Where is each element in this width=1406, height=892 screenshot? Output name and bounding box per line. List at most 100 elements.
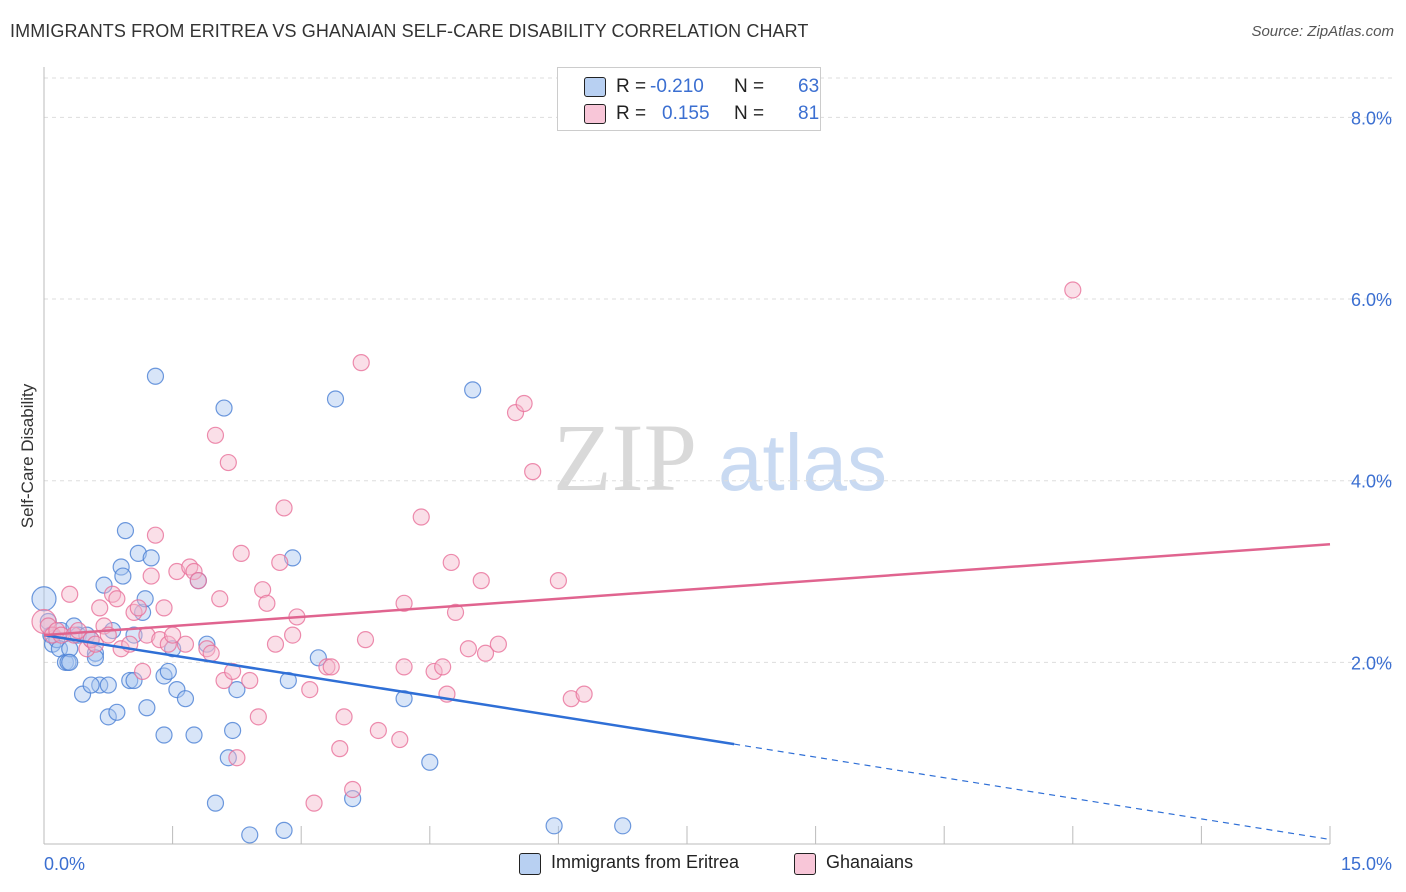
eritrea-point xyxy=(344,789,362,808)
ghanaian-point xyxy=(442,553,460,572)
legend-r-value: 0.155 xyxy=(662,103,710,124)
eritrea-point xyxy=(198,635,216,653)
eritrea-point xyxy=(275,821,293,839)
ghanaian-point xyxy=(301,680,319,699)
ghanaian-point xyxy=(344,780,362,799)
source-credit: Source: ZipAtlas.com xyxy=(1251,23,1394,40)
eritrea-point xyxy=(82,676,100,694)
ghanaian-point xyxy=(91,599,109,617)
eritrea-point xyxy=(125,626,143,644)
ghanaian-point xyxy=(331,740,349,758)
ghanaian-point xyxy=(472,572,490,590)
legend-swatch-blue xyxy=(584,77,606,97)
eritrea-point xyxy=(61,653,79,671)
eritrea-point xyxy=(99,676,117,694)
legend-r-label: R = xyxy=(616,76,647,97)
y-tick-label: 8.0% xyxy=(1351,108,1392,128)
ghanaian-trend-line xyxy=(43,543,1331,637)
ghanaian-point xyxy=(275,499,293,517)
eritrea-point xyxy=(95,576,113,594)
eritrea-point xyxy=(241,826,259,844)
eritrea-point xyxy=(138,699,156,717)
ghanaian-point xyxy=(155,599,173,617)
ghanaian-point xyxy=(176,635,195,653)
eritrea-point xyxy=(155,726,173,744)
y-tick-label: 6.0% xyxy=(1351,290,1392,310)
eritrea-point xyxy=(159,662,177,681)
legend-n-value: 81 xyxy=(798,103,820,124)
eritrea-point xyxy=(116,522,135,540)
ghanaian-point xyxy=(69,621,87,640)
ghanaian-point xyxy=(489,635,507,653)
ghanaian-point xyxy=(322,658,340,676)
eritrea-point xyxy=(545,817,563,835)
eritrea-point xyxy=(326,390,345,408)
ghanaian-point xyxy=(356,631,375,649)
legend-swatch-pink xyxy=(584,104,606,124)
eritrea-point xyxy=(185,726,203,744)
ghanaian-point xyxy=(228,749,246,767)
eritrea-point xyxy=(168,680,186,699)
ghanaian-point xyxy=(142,567,160,585)
ghanaian-point xyxy=(476,644,495,662)
ghanaian-point xyxy=(189,572,207,590)
ghanaian-point xyxy=(271,553,289,572)
watermark-atlas: atlas xyxy=(718,418,887,507)
ghanaian-point xyxy=(146,526,165,544)
ghanaian-point xyxy=(446,603,465,622)
ghanaian-point xyxy=(391,730,409,749)
eritrea-point xyxy=(121,671,139,690)
eritrea-point xyxy=(614,817,632,835)
ghanaian-point xyxy=(305,794,323,812)
ghanaian-point xyxy=(352,354,370,372)
x-tick-label: 15.0% xyxy=(1341,854,1392,874)
ghanaian-point xyxy=(284,626,302,644)
ghanaian-point xyxy=(206,426,225,444)
legend-r-label: R = xyxy=(616,103,647,124)
eritrea-point xyxy=(73,685,92,703)
legend-r-value: -0.210 xyxy=(650,76,704,97)
eritrea-point xyxy=(136,590,154,608)
eritrea-point xyxy=(31,586,57,612)
ghanaian-point xyxy=(335,708,353,726)
y-axis-label: Self-Care Disability xyxy=(18,383,37,529)
ghanaian-point xyxy=(515,394,533,413)
ghanaian-point xyxy=(241,671,259,690)
eritrea-point xyxy=(395,690,413,708)
eritrea-point xyxy=(228,680,246,699)
bottom-legend-swatch-pink xyxy=(794,853,816,875)
y-tick-label: 2.0% xyxy=(1351,653,1392,673)
bottom-legend-label: Ghanaians xyxy=(826,852,914,872)
ghanaian-point xyxy=(211,590,229,608)
eritrea-trend-extension xyxy=(734,743,1331,841)
ghanaian-point xyxy=(232,544,250,562)
correlation-legend: R = -0.210 N = 63 R = 0.155 N = 81 xyxy=(557,67,821,131)
eritrea-point xyxy=(86,649,105,667)
legend-n-value: 63 xyxy=(798,76,820,97)
ghanaian-point xyxy=(185,562,203,581)
eritrea-point xyxy=(114,567,132,585)
eritrea-point xyxy=(215,399,233,417)
ghanaian-point xyxy=(254,581,272,599)
ghanaian-point xyxy=(524,463,542,481)
y-tick-label: 4.0% xyxy=(1351,472,1392,492)
ghanaian-point xyxy=(249,708,267,726)
bottom-legend-swatch-blue xyxy=(519,853,541,875)
eritrea-point xyxy=(309,649,327,667)
ghanaian-point xyxy=(129,599,147,617)
ghanaian-point xyxy=(215,671,233,690)
ghanaian-point xyxy=(219,453,237,472)
eritrea-point xyxy=(129,544,147,562)
eritrea-point xyxy=(142,549,160,567)
eritrea-point xyxy=(86,644,105,662)
eritrea-point xyxy=(206,794,225,812)
eritrea-point xyxy=(146,367,165,385)
ghanaian-point xyxy=(395,594,413,612)
eritrea-point xyxy=(284,549,302,567)
ghanaian-point xyxy=(108,590,126,608)
eritrea-point xyxy=(464,381,482,399)
ghanaian-point xyxy=(318,658,336,676)
ghanaian-point xyxy=(224,662,242,681)
ghanaian-point xyxy=(61,585,79,603)
eritrea-trend-line xyxy=(43,633,735,746)
